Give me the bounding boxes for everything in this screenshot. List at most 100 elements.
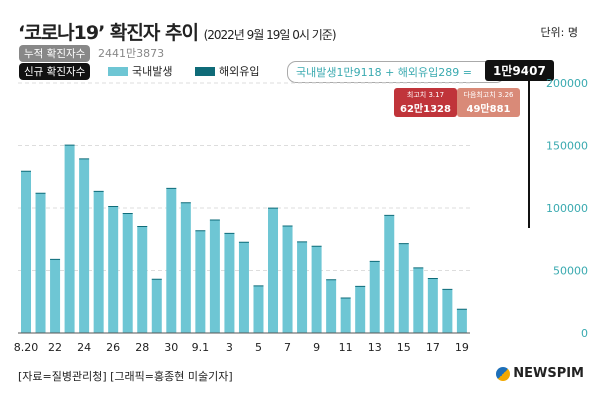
x-tick-label: 7 [284, 341, 291, 354]
bar-imported [224, 232, 235, 234]
bar-imported [282, 225, 293, 227]
y-tick-label: 200000 [546, 77, 588, 90]
x-tick-label: 13 [368, 341, 382, 354]
bar-domestic [122, 213, 133, 333]
source-credit: [자료=질병관리청] [그래픽=홍종현 미술기자] [18, 370, 233, 383]
bar-domestic [369, 261, 380, 333]
bar-domestic [166, 188, 177, 333]
bar-imported [166, 187, 177, 189]
x-tick-label: 9 [313, 341, 320, 354]
bar-domestic [297, 241, 308, 333]
bar-imported [326, 279, 337, 281]
x-tick-label: 28 [135, 341, 149, 354]
bar-imported [253, 285, 264, 287]
x-tick-label: 22 [48, 341, 62, 354]
peak-label: 다음최고치 3.26 [463, 91, 514, 99]
bar-domestic [442, 289, 453, 333]
bar-imported [180, 202, 191, 204]
unit-label: 단위: 명 [540, 26, 578, 39]
bar-domestic [384, 215, 395, 333]
bar-imported [456, 308, 467, 310]
bar-imported [398, 243, 409, 245]
bar-domestic [326, 279, 337, 333]
bar-domestic [35, 193, 46, 333]
bar-domestic [398, 243, 409, 333]
legend-domestic: 국내발생 [108, 63, 172, 79]
x-tick-label: 17 [426, 341, 440, 354]
bar-domestic [311, 246, 322, 333]
total-badge: 1만9407 [485, 60, 554, 81]
bar-domestic [224, 233, 235, 333]
new-cases-label: 신규 확진자수 [19, 63, 91, 80]
bar-domestic [108, 206, 119, 333]
bar-imported [21, 170, 31, 172]
y-tick-label: 0 [581, 327, 588, 340]
peak-badge: 최고치 3.17 62만1328 [394, 88, 457, 117]
bar-imported [311, 245, 322, 247]
x-tick-label: 3 [226, 341, 233, 354]
bar-imported [108, 206, 119, 207]
bar-imported [268, 207, 279, 209]
bar-domestic [268, 208, 279, 333]
bar-domestic [355, 286, 366, 333]
chart-title: ‘코로나19’ 확진자 추이 (2022년 9월 19일 0시 기준) [18, 18, 337, 45]
cumulative-label: 누적 확진자수 [19, 45, 91, 62]
bar-imported [64, 144, 75, 146]
x-tick-label: 30 [164, 341, 178, 354]
logo-icon [496, 366, 511, 381]
bar-domestic [79, 158, 90, 333]
x-tick-label: 24 [77, 341, 91, 354]
peak-badge: 다음최고치 3.26 49만881 [457, 88, 520, 117]
bar-domestic [21, 171, 31, 333]
bar-domestic [253, 285, 264, 333]
bar-domestic [195, 231, 206, 333]
x-tick-label: 26 [106, 341, 120, 354]
bar-imported [35, 192, 46, 194]
bar-imported [369, 260, 380, 262]
bar-imported [297, 241, 308, 243]
newspim-logo: NEWSPIM [496, 366, 584, 381]
bar-domestic [456, 309, 467, 333]
bar-imported [137, 226, 148, 227]
bar-imported [50, 258, 61, 260]
legend-swatch [108, 66, 128, 76]
y-tick-label: 50000 [553, 265, 588, 278]
bar-domestic [413, 268, 424, 333]
bar-domestic [180, 203, 191, 333]
bar-imported [238, 241, 249, 243]
bar-domestic [209, 220, 220, 333]
bar-imported [79, 158, 90, 160]
bar-imported [151, 278, 162, 280]
y-tick-label: 150000 [546, 140, 588, 153]
legend-swatch [195, 66, 215, 76]
cumulative-value: 2441만3873 [98, 47, 165, 60]
bar-imported [442, 288, 453, 290]
subtitle: (2022년 9월 19일 0시 기준) [203, 28, 337, 42]
legend-label: 해외유입 [219, 65, 260, 78]
bar-imported [384, 214, 395, 216]
bar-domestic [151, 279, 162, 333]
bar-domestic [282, 226, 293, 333]
title-text: ‘코로나19’ 확진자 추이 [18, 22, 199, 44]
x-tick-label: 15 [397, 341, 411, 354]
x-tick-label: 11 [339, 341, 353, 354]
x-tick-label: 5 [255, 341, 262, 354]
bar-domestic [50, 259, 61, 333]
legend-label: 국내발생 [132, 65, 173, 78]
bar-domestic [427, 278, 438, 333]
bar-imported [355, 285, 366, 287]
bar-imported [209, 219, 220, 221]
y-tick-label: 100000 [546, 202, 588, 215]
bar-domestic [137, 226, 148, 333]
bar-imported [427, 278, 438, 279]
bar-imported [195, 230, 206, 232]
bar-domestic [340, 297, 351, 333]
x-tick-label: 9.1 [192, 341, 210, 354]
legend-imported: 해외유입 [195, 63, 259, 79]
peak-value: 49만881 [466, 104, 511, 115]
bar-domestic [93, 191, 104, 333]
peak-value: 62만1328 [400, 104, 451, 115]
logo-text: NEWSPIM [513, 366, 584, 381]
bar-domestic [64, 145, 75, 333]
